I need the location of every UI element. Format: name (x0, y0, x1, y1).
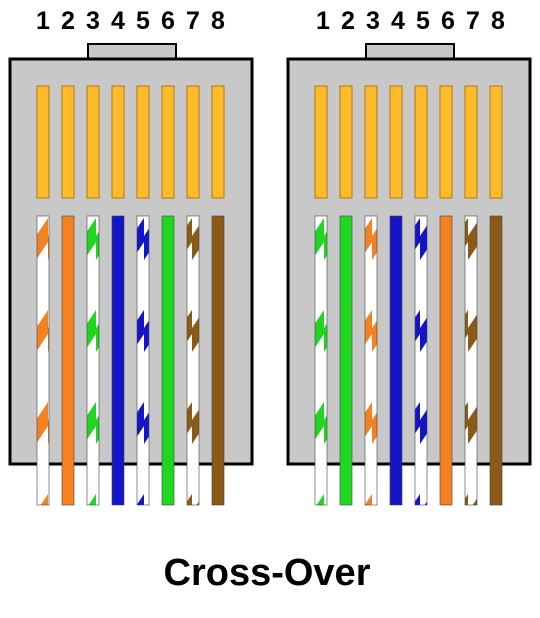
right-pin-number-5: 5 (416, 7, 430, 35)
left-pin-number-2: 2 (61, 7, 75, 35)
right-pin-number-3: 3 (366, 7, 380, 35)
right-contact-4 (389, 85, 403, 199)
left-contact-5 (136, 85, 150, 199)
left-wire-8 (211, 215, 225, 506)
left-pin-number-3: 3 (86, 7, 100, 35)
right-wire-7 (464, 215, 478, 506)
right-contacts (314, 85, 503, 199)
left-connector: 1 2 3 4 5 6 7 8 (8, 7, 254, 506)
right-wire-4 (389, 215, 403, 506)
right-wire-3 (364, 215, 378, 506)
left-wire-3 (86, 215, 100, 506)
left-wire-1 (36, 215, 50, 506)
right-pin-numbers: 1 2 3 4 5 6 7 8 (316, 7, 505, 35)
left-pin-number-6: 6 (161, 7, 175, 35)
right-pin-number-1: 1 (316, 7, 330, 35)
left-contact-8 (211, 85, 225, 199)
right-contact-5 (414, 85, 428, 199)
left-pin-number-5: 5 (136, 7, 150, 35)
left-contact-1 (36, 85, 50, 199)
left-pin-number-4: 4 (111, 7, 125, 35)
left-wires (36, 215, 225, 506)
right-pin-number-6: 6 (441, 7, 455, 35)
right-contact-7 (464, 85, 478, 199)
left-wire-5 (136, 215, 150, 506)
left-contact-7 (186, 85, 200, 199)
right-wire-8 (489, 215, 503, 506)
right-pin-number-2: 2 (341, 7, 355, 35)
left-contact-3 (86, 85, 100, 199)
left-wire-7 (186, 215, 200, 506)
left-pin-numbers: 1 2 3 4 5 6 7 8 (36, 7, 225, 35)
left-contact-6 (161, 85, 175, 199)
left-contact-4 (111, 85, 125, 199)
right-pin-number-4: 4 (391, 7, 405, 35)
left-wire-2 (61, 215, 75, 506)
right-wire-5 (414, 215, 428, 506)
right-wire-6 (439, 215, 453, 506)
right-pin-number-7: 7 (466, 7, 480, 35)
right-contact-3 (364, 85, 378, 199)
diagram-caption: Cross-Over (164, 552, 371, 594)
right-wire-1 (314, 215, 328, 506)
left-contact-2 (61, 85, 75, 199)
left-wire-6 (161, 215, 175, 506)
right-contact-8 (489, 85, 503, 199)
left-wire-4 (111, 215, 125, 506)
left-pin-number-7: 7 (186, 7, 200, 35)
right-pin-number-8: 8 (491, 7, 505, 35)
right-contact-6 (439, 85, 453, 199)
right-wires (314, 215, 503, 506)
right-contact-2 (339, 85, 353, 199)
left-contacts (36, 85, 225, 199)
right-wire-2 (339, 215, 353, 506)
right-contact-1 (314, 85, 328, 199)
left-pin-number-1: 1 (36, 7, 50, 35)
left-pin-number-8: 8 (211, 7, 225, 35)
right-connector: 1 2 3 4 5 6 7 8 (286, 7, 532, 506)
